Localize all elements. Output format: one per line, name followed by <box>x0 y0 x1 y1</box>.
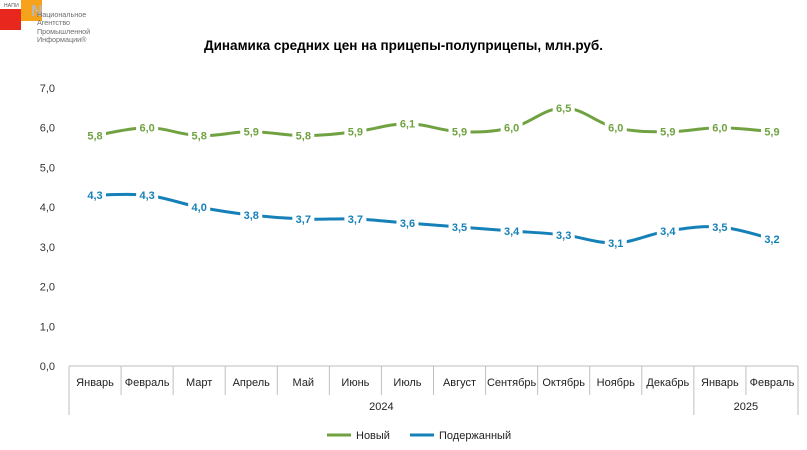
data-label-bg <box>396 116 419 131</box>
y-tick-label: 7,0 <box>40 83 55 95</box>
data-label: 3,5 <box>712 222 727 234</box>
data-label: 6,0 <box>712 123 727 135</box>
data-label-bg <box>448 220 471 234</box>
data-label-bg <box>500 120 523 135</box>
data-label-bg <box>292 128 315 143</box>
data-label: 5,9 <box>244 127 259 139</box>
x-tick-label: Август <box>443 377 476 389</box>
data-label: 6,0 <box>139 123 154 135</box>
logo-line: Национальное <box>37 10 87 19</box>
y-tick-label: 0,0 <box>40 361 55 373</box>
data-label: 3,7 <box>296 214 311 226</box>
data-label: 5,8 <box>296 131 311 143</box>
data-label: 3,3 <box>556 230 571 242</box>
data-label-bg <box>760 231 783 246</box>
data-label: 5,9 <box>452 127 467 139</box>
y-tick-label: 3,0 <box>40 242 55 254</box>
data-label-bg <box>240 208 263 223</box>
x-tick-label: Июнь <box>341 377 369 389</box>
legend-label: Новый <box>356 430 390 442</box>
data-label: 6,0 <box>504 123 519 135</box>
logo-orange-square <box>21 0 42 21</box>
data-label-bg <box>656 124 679 139</box>
data-label-bg <box>604 235 627 250</box>
data-label-bg <box>500 223 523 238</box>
data-label-bg <box>188 200 211 215</box>
x-group-label: 2025 <box>734 401 758 413</box>
logo-line: Агентство <box>37 18 71 28</box>
x-tick-label: Декабрь <box>646 377 689 389</box>
data-label-bg <box>552 100 575 115</box>
x-tick-label: Сентябрь <box>487 377 537 389</box>
data-label: 3,1 <box>608 238 623 250</box>
logo-text: Национальное Агентство Промышленной Инфо… <box>37 10 107 45</box>
data-label: 3,7 <box>348 214 363 226</box>
data-label: 3,6 <box>400 218 415 230</box>
chart-title: Динамика средних цен на прицепы-полуприц… <box>203 38 604 53</box>
data-label-bg <box>708 120 731 135</box>
x-tick-label: Апрель <box>233 377 271 389</box>
y-tick-label: 4,0 <box>40 202 55 214</box>
data-label-bg <box>344 212 367 227</box>
y-tick-label: 2,0 <box>40 282 55 294</box>
data-label-bg <box>240 124 263 139</box>
data-label: 3,4 <box>660 226 676 238</box>
x-tick-label: Январь <box>701 377 739 389</box>
data-label: 3,2 <box>764 234 779 246</box>
x-group-label: 2024 <box>369 401 393 413</box>
data-label-bg <box>760 124 783 139</box>
data-label-bg <box>604 120 627 135</box>
data-label-bg <box>136 120 159 135</box>
data-label-bg <box>448 124 471 139</box>
data-label: 3,4 <box>504 226 520 238</box>
data-label: 5,9 <box>348 127 363 139</box>
logo-letter-icon: N <box>31 3 43 20</box>
x-tick-label: Февраль <box>750 377 795 389</box>
data-label: 4,0 <box>192 202 207 214</box>
logo-abbreviation: НАПИ <box>4 3 19 9</box>
y-tick-label: 1,0 <box>40 321 55 333</box>
x-tick-label: Январь <box>76 377 114 389</box>
y-tick-label: 5,0 <box>40 162 55 174</box>
data-label: 3,8 <box>244 210 259 222</box>
data-label: 3,5 <box>452 222 467 234</box>
x-tick-label: Май <box>293 377 315 389</box>
data-label-bg <box>396 216 419 231</box>
x-tick-label: Июль <box>393 377 421 389</box>
data-label: 6,1 <box>400 119 415 131</box>
data-label-bg <box>552 227 575 242</box>
data-label: 4,3 <box>87 190 102 202</box>
logo-red-square <box>0 9 21 30</box>
x-tick-label: Март <box>186 377 212 389</box>
data-label-bg <box>344 124 367 139</box>
y-tick-label: 6,0 <box>40 123 55 135</box>
data-label-bg <box>136 188 159 203</box>
data-label-bg <box>188 128 211 143</box>
data-label: 5,9 <box>764 127 779 139</box>
data-label: 6,5 <box>556 103 571 115</box>
data-label: 4,3 <box>139 190 154 202</box>
logo: НАПИ N Национальное Агентство Промышленн… <box>0 0 100 56</box>
data-label: 5,8 <box>192 131 207 143</box>
data-label-bg <box>292 212 315 227</box>
data-label-bg <box>84 128 107 143</box>
x-tick-label: Ноябрь <box>597 377 635 389</box>
data-label-bg <box>84 188 107 203</box>
logo-line: Информации® <box>37 35 87 45</box>
x-tick-label: Февраль <box>125 377 170 389</box>
data-label: 6,0 <box>608 123 623 135</box>
data-label: 5,9 <box>660 127 675 139</box>
x-tick-label: Октябрь <box>542 377 585 389</box>
data-label-bg <box>708 220 731 234</box>
data-label: 5,8 <box>87 131 102 143</box>
logo-line: Промышленной <box>37 26 91 36</box>
data-label-bg <box>656 223 679 238</box>
legend-label: Подержанный <box>439 430 511 442</box>
